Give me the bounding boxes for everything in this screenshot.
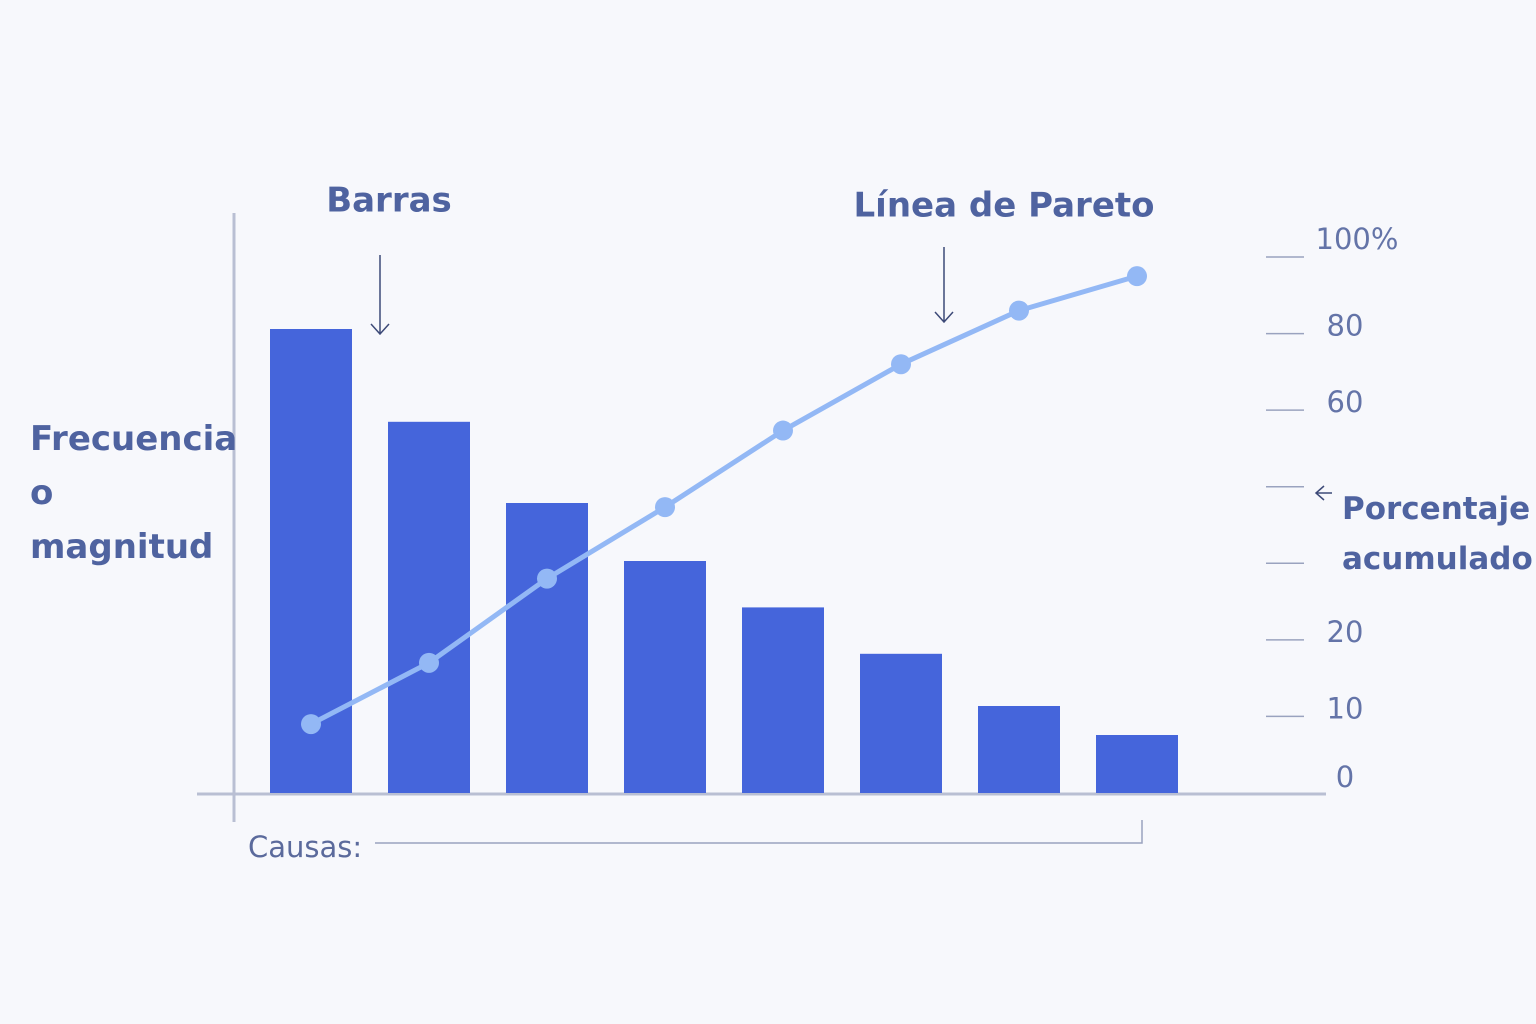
pareto-line [309, 273, 1138, 727]
bar [978, 706, 1060, 793]
y2-tick-label: 20 [1327, 615, 1364, 649]
y2-axis-label: Porcentaje acumulado [1342, 491, 1533, 577]
y2-tick-label: 10 [1327, 691, 1364, 725]
bar [860, 653, 942, 793]
bar [506, 503, 588, 793]
pareto-point [1127, 266, 1147, 287]
pareto-point [891, 354, 911, 375]
pareto-point [301, 714, 321, 735]
y2-tick-label: 0 [1336, 760, 1354, 794]
y2-tick-label: 80 [1327, 309, 1364, 343]
y2-tick-label: 100% [1316, 222, 1399, 256]
pareto-point [419, 652, 439, 673]
bar [1096, 735, 1178, 793]
y-axis-label: Frecuencia o magnitud [30, 419, 238, 567]
bar [388, 421, 470, 793]
line-annotation: Línea de Pareto [854, 186, 1155, 226]
pareto-point [773, 420, 793, 441]
pareto-point [655, 497, 675, 518]
arrow [1314, 485, 1332, 501]
causes-bracket [375, 820, 1143, 844]
pareto-point [1009, 300, 1029, 321]
pareto-point [537, 568, 557, 589]
bar [742, 607, 824, 793]
bars-annotation: Barras [326, 181, 452, 221]
arrow [934, 247, 954, 324]
arrow [370, 255, 390, 336]
x-axis-label: Causas: [248, 830, 362, 864]
bar [624, 561, 706, 793]
y2-tick-label: 60 [1327, 385, 1364, 419]
